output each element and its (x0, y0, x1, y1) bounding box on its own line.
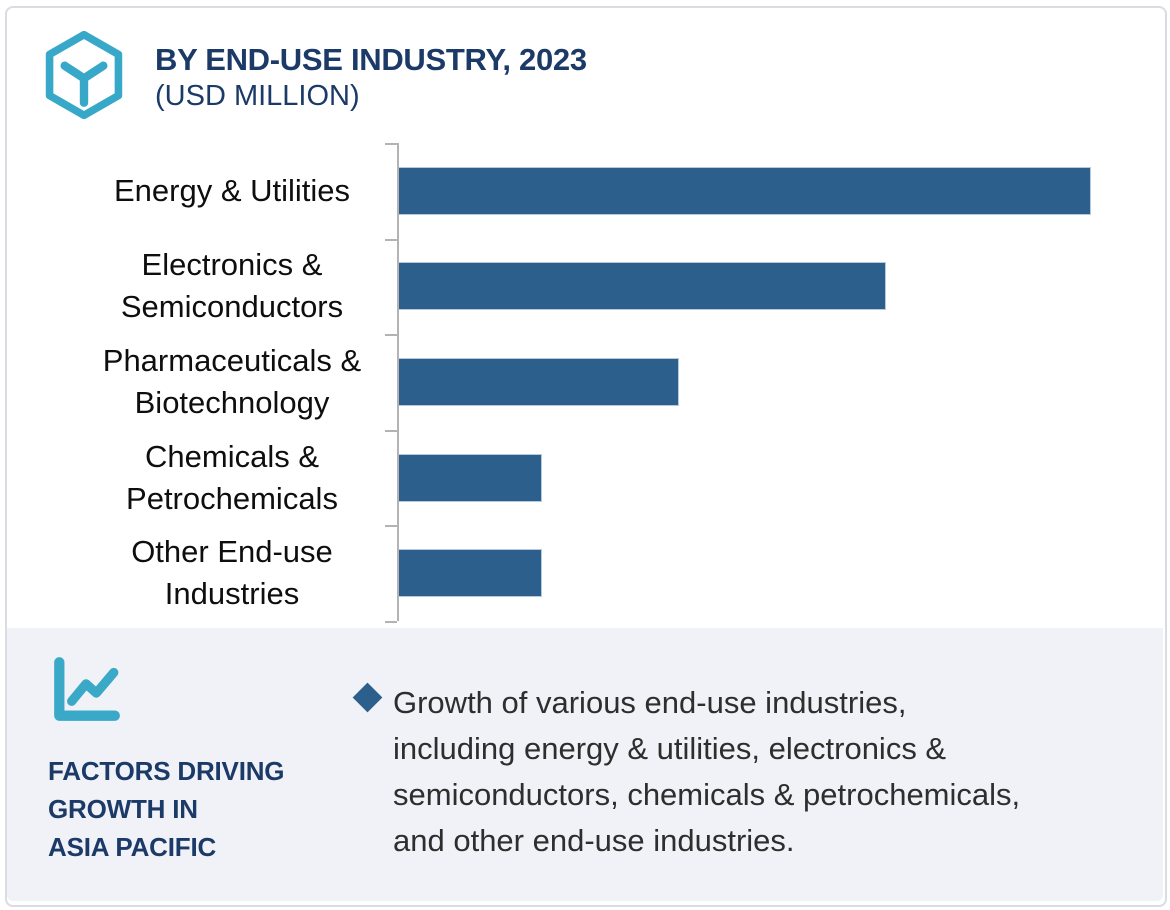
bar-4 (398, 453, 542, 502)
category-label: Electronics & Semiconductors (120, 247, 344, 325)
axis-tick (385, 143, 397, 145)
footer-panel (7, 628, 1163, 901)
bar-1 (398, 166, 1091, 215)
category-label: Other End-use Industries (131, 534, 333, 612)
category-label: Pharmaceuticals & Biotechnology (102, 342, 362, 420)
bar-2 (398, 262, 886, 311)
bar-5 (398, 549, 542, 598)
footer-bullet-text: Growth of various end-use industries, in… (393, 685, 1021, 858)
category-label: Chemicals & Petrochemicals (126, 438, 338, 516)
axis-tick (385, 525, 397, 528)
footer-heading: FACTORS DRIVING GROWTH IN ASIA PACIFIC (48, 756, 285, 862)
axis-tick (385, 621, 397, 623)
axis-tick (385, 334, 397, 337)
hexagon-y-logo-icon (45, 30, 123, 120)
category-label: Energy & Utilities (113, 172, 351, 208)
bar-3 (398, 358, 679, 406)
bar-chart: Energy & Utilities Electronics & Semicond… (102, 143, 1091, 623)
line-chart-icon (54, 657, 120, 721)
axis-tick (385, 429, 397, 432)
chart-title-block: BY END-USE INDUSTRY, 2023 (USD MILLION) (155, 41, 587, 114)
y-axis-line (397, 143, 399, 621)
axis-tick (385, 238, 397, 241)
chart-title: BY END-USE INDUSTRY, 2023 (155, 42, 587, 77)
chart-subtitle: (USD MILLION) (155, 80, 360, 112)
